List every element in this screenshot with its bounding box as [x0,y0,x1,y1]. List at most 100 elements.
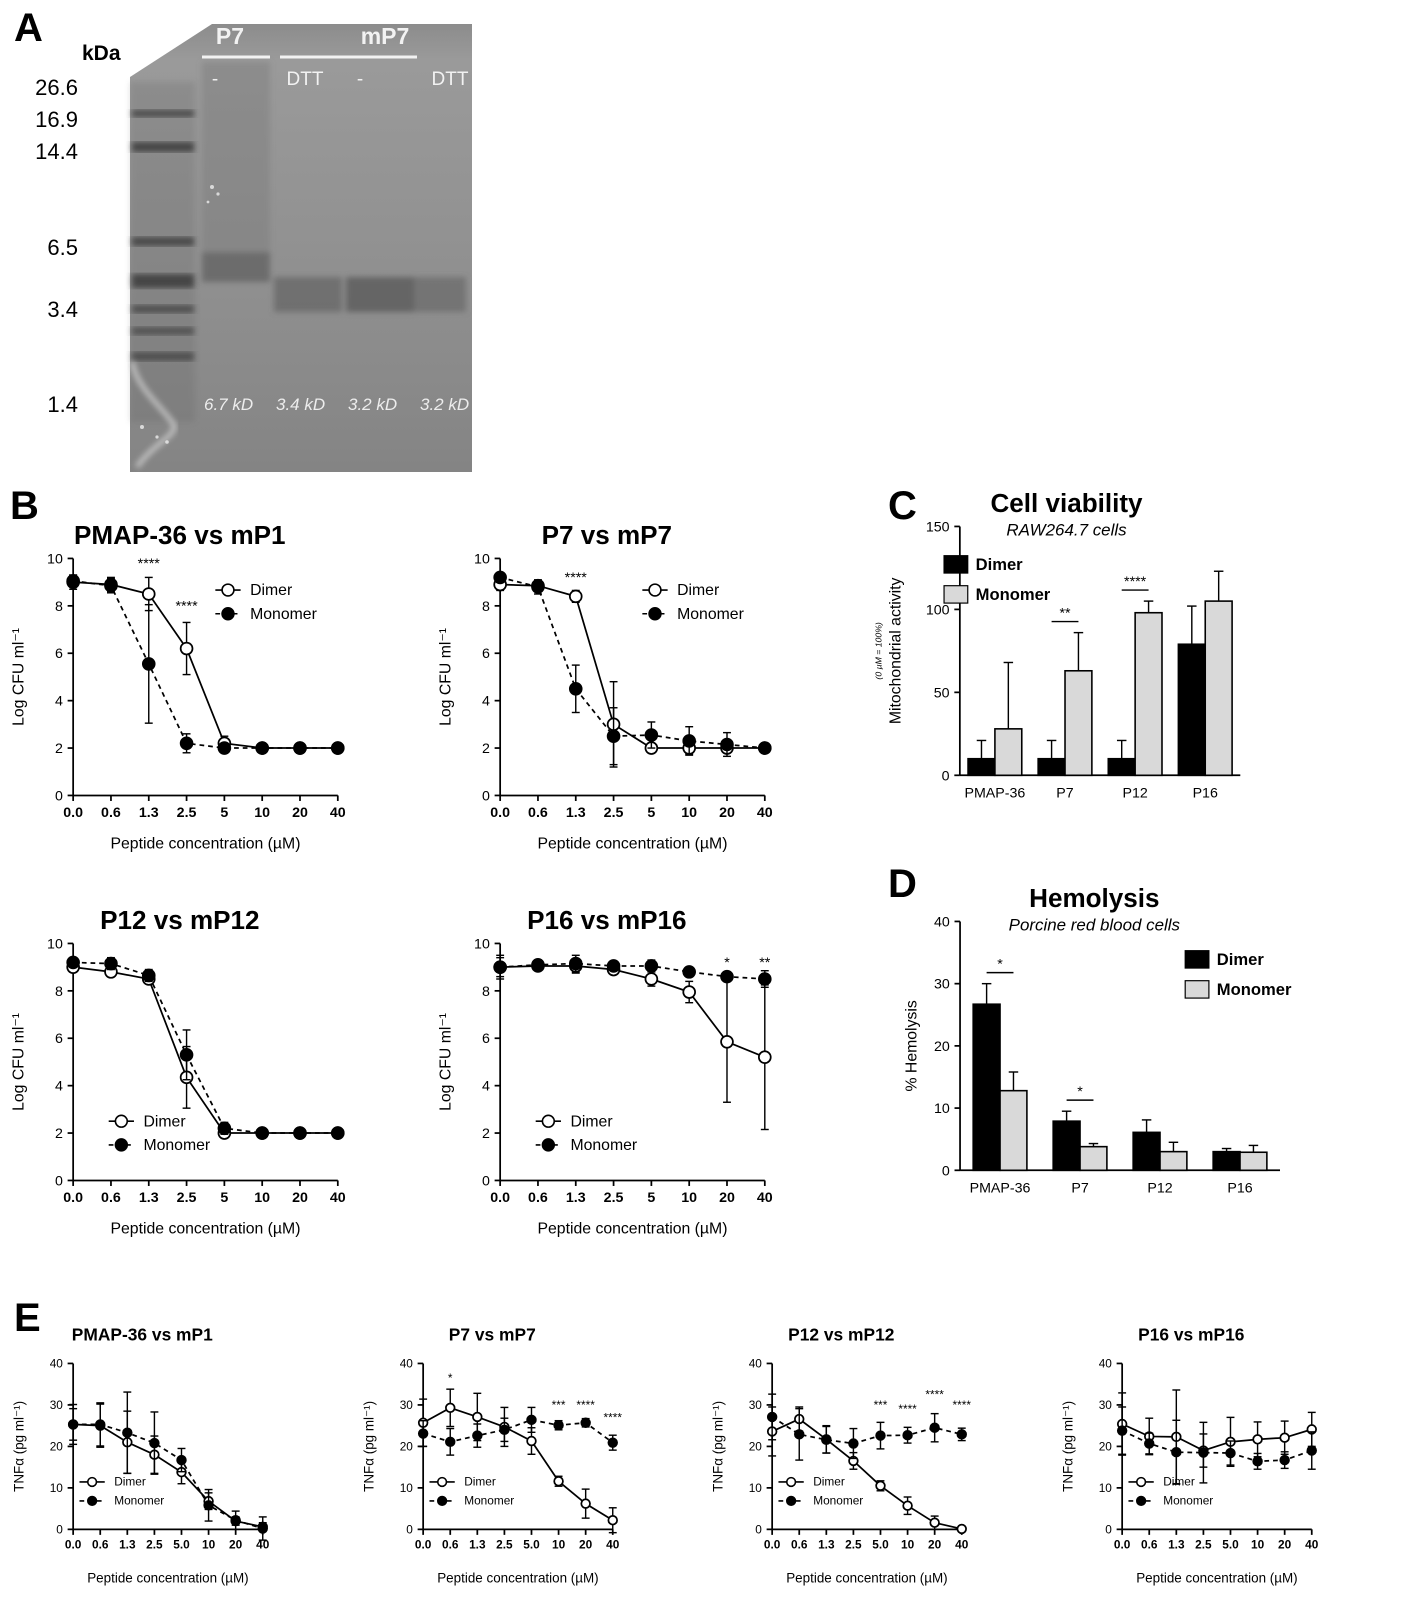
svg-text:Log CFU ml⁻¹: Log CFU ml⁻¹ [437,628,454,726]
svg-text:20: 20 [719,805,735,821]
svg-text:4: 4 [55,694,63,710]
svg-text:1.3: 1.3 [469,1537,486,1551]
svg-text:30: 30 [50,1398,64,1412]
svg-text:****: **** [175,599,198,615]
svg-text:Monomer: Monomer [143,1137,210,1154]
svg-text:-: - [212,69,218,90]
svg-text:Peptide concentration (µM): Peptide concentration (µM) [537,1220,727,1237]
svg-text:2.5: 2.5 [604,1190,624,1206]
svg-text:0.0: 0.0 [415,1537,432,1551]
svg-text:50: 50 [934,685,950,701]
svg-text:****: **** [953,1398,972,1412]
svg-text:PMAP-36 vs mP1: PMAP-36 vs mP1 [72,1325,213,1345]
svg-text:**: ** [759,955,771,971]
svg-text:0.0: 0.0 [764,1537,781,1551]
svg-text:40: 40 [606,1537,620,1551]
svg-text:2.5: 2.5 [177,1190,197,1206]
svg-text:20: 20 [292,805,308,821]
svg-text:2: 2 [55,1126,63,1142]
svg-text:5: 5 [647,805,655,821]
svg-text:2.5: 2.5 [177,805,197,821]
svg-text:40: 40 [1305,1537,1319,1551]
svg-text:40: 40 [50,1357,64,1371]
svg-text:0.6: 0.6 [442,1537,459,1551]
svg-text:0.6: 0.6 [528,1190,548,1206]
svg-text:****: **** [604,1411,623,1425]
svg-text:Peptide concentration (µM): Peptide concentration (µM) [437,1570,598,1585]
svg-text:Monomer: Monomer [813,1494,863,1508]
svg-text:20: 20 [292,1190,308,1206]
svg-text:1.3: 1.3 [119,1537,136,1551]
svg-text:P12: P12 [1122,785,1147,801]
svg-text:PMAP-36: PMAP-36 [964,785,1025,801]
svg-text:2: 2 [55,741,63,757]
svg-text:2.5: 2.5 [845,1537,862,1551]
svg-text:0.0: 0.0 [490,805,510,821]
svg-text:*: * [997,957,1003,973]
svg-text:1.3: 1.3 [566,1190,586,1206]
svg-text:10: 10 [681,805,697,821]
svg-text:****: **** [576,1398,595,1412]
svg-text:Peptide concentration (µM): Peptide concentration (µM) [87,1570,248,1585]
svg-text:150: 150 [926,519,950,535]
svg-text:1.3: 1.3 [139,805,159,821]
svg-text:40: 40 [330,805,346,821]
svg-text:6: 6 [55,646,63,662]
svg-text:40: 40 [955,1537,969,1551]
svg-text:5.0: 5.0 [1222,1537,1239,1551]
svg-text:8: 8 [482,599,490,615]
svg-text:2: 2 [482,1126,490,1142]
svg-text:20: 20 [1099,1440,1113,1454]
svg-text:0: 0 [55,1173,63,1189]
svg-text:P12: P12 [1147,1180,1172,1196]
svg-text:5: 5 [220,805,228,821]
svg-text:0.0: 0.0 [63,1190,83,1206]
svg-text:***: *** [552,1398,566,1412]
svg-text:6: 6 [482,646,490,662]
svg-text:Log CFU ml⁻¹: Log CFU ml⁻¹ [10,628,27,726]
svg-text:Cell viability: Cell viability [990,488,1143,518]
svg-text:20: 20 [400,1440,414,1454]
svg-text:Peptide concentration (µM): Peptide concentration (µM) [1136,1570,1297,1585]
svg-text:P16 vs mP16: P16 vs mP16 [527,905,686,935]
svg-text:2.5: 2.5 [496,1537,513,1551]
svg-text:30: 30 [400,1398,414,1412]
svg-text:Monomer: Monomer [114,1494,164,1508]
svg-text:****: **** [1124,574,1147,590]
svg-text:Peptide concentration (µM): Peptide concentration (µM) [110,1220,300,1237]
svg-text:Dimer: Dimer [250,582,292,599]
svg-text:10: 10 [749,1481,763,1495]
svg-text:-: - [357,69,363,90]
svg-text:8: 8 [55,599,63,615]
svg-text:10: 10 [400,1481,414,1495]
svg-text:0.0: 0.0 [65,1537,82,1551]
svg-text:Dimer: Dimer [143,1113,185,1130]
svg-text:P16 vs mP16: P16 vs mP16 [1138,1325,1245,1345]
svg-text:5.0: 5.0 [173,1537,190,1551]
svg-text:Log CFU ml⁻¹: Log CFU ml⁻¹ [10,1013,27,1111]
svg-text:3.4 kD: 3.4 kD [276,395,325,414]
svg-text:0.6: 0.6 [791,1537,808,1551]
svg-text:Dimer: Dimer [464,1475,496,1489]
svg-text:40: 40 [330,1190,346,1206]
svg-text:100: 100 [926,602,950,618]
svg-text:mP7: mP7 [361,23,410,49]
svg-text:8: 8 [482,984,490,1000]
svg-text:4: 4 [55,1079,63,1095]
svg-text:*: * [1077,1084,1083,1100]
svg-text:20: 20 [719,1190,735,1206]
svg-text:P12 vs mP12: P12 vs mP12 [100,905,259,935]
svg-text:5: 5 [220,1190,228,1206]
svg-text:Hemolysis: Hemolysis [1029,883,1159,913]
svg-text:10: 10 [934,1101,950,1117]
svg-text:(0 µM = 100%): (0 µM = 100%) [874,622,884,680]
svg-text:20: 20 [579,1537,593,1551]
svg-text:4: 4 [482,694,490,710]
svg-text:1.3: 1.3 [818,1537,835,1551]
svg-text:40: 40 [749,1357,763,1371]
svg-text:10: 10 [254,805,270,821]
svg-text:**: ** [1059,606,1071,622]
svg-text:Dimer: Dimer [677,582,719,599]
svg-text:6: 6 [482,1031,490,1047]
svg-text:Monomer: Monomer [1217,980,1292,999]
